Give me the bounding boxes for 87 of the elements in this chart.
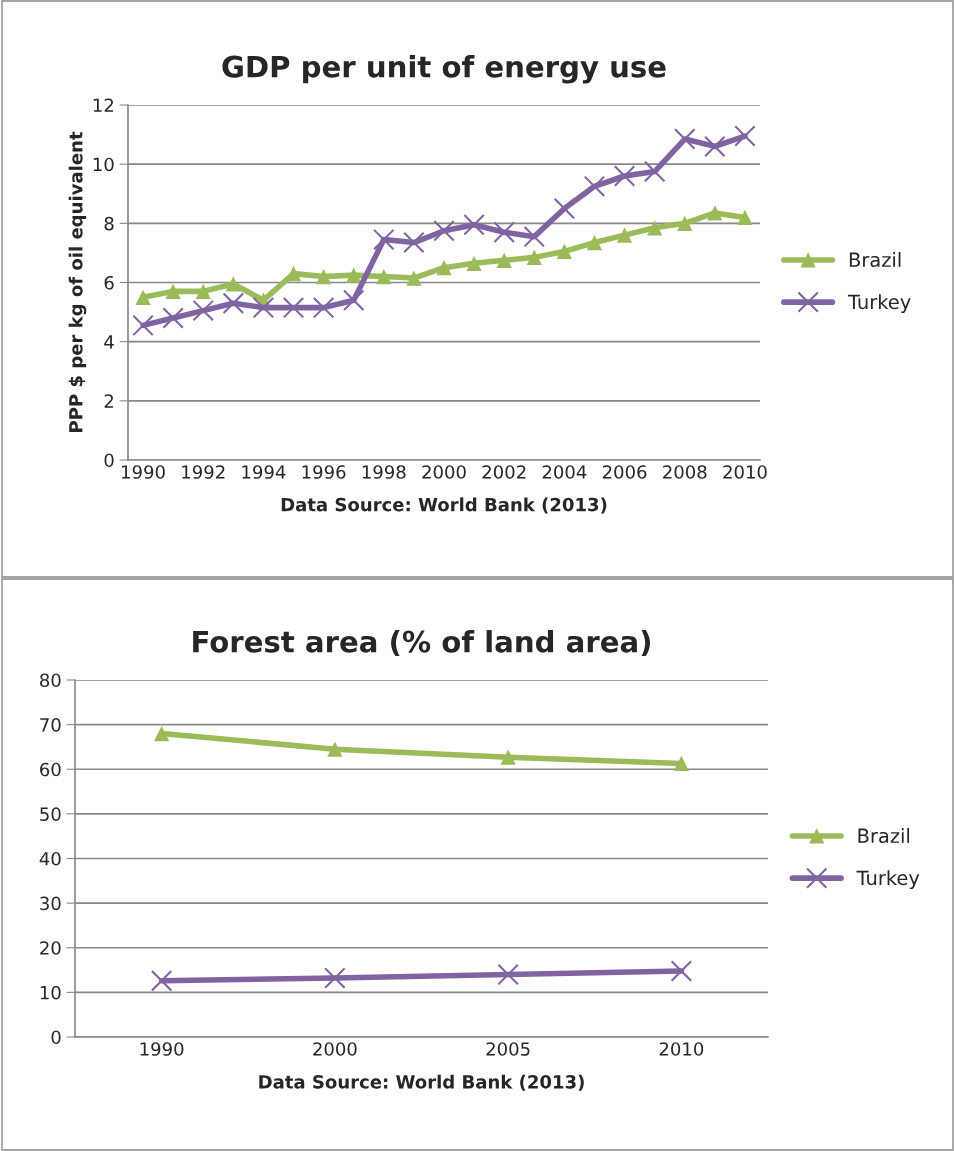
chart-title: GDP per unit of energy use bbox=[222, 55, 666, 84]
point bbox=[376, 268, 392, 285]
x-tick-label: 1998 bbox=[362, 465, 406, 479]
x-tick-label: 2005 bbox=[486, 1042, 530, 1056]
x-tick-label: 2010 bbox=[659, 1042, 704, 1056]
point bbox=[150, 970, 173, 992]
y-tick-label: 10 bbox=[40, 985, 61, 1000]
y-axis-title: PPP $ per kg of oil equivalent bbox=[68, 131, 87, 432]
legend-label: Turkey bbox=[856, 870, 920, 889]
point bbox=[643, 160, 666, 183]
x-tick-label: 2002 bbox=[482, 465, 526, 479]
y-tick-label: 20 bbox=[40, 941, 61, 955]
point bbox=[373, 228, 395, 251]
point bbox=[526, 249, 542, 265]
point bbox=[670, 960, 693, 982]
point bbox=[403, 231, 425, 254]
point bbox=[496, 252, 512, 268]
y-tick-label: 80 bbox=[40, 673, 61, 688]
point bbox=[583, 175, 606, 198]
y-tick-label: 50 bbox=[40, 807, 61, 821]
y-tick-label: 4 bbox=[104, 335, 114, 349]
point bbox=[312, 296, 335, 319]
point bbox=[327, 741, 343, 757]
point bbox=[225, 276, 241, 292]
point bbox=[616, 227, 633, 243]
y-tick-label: 10 bbox=[93, 157, 114, 172]
point bbox=[324, 967, 346, 989]
point bbox=[222, 292, 245, 314]
point bbox=[315, 268, 332, 285]
point bbox=[162, 307, 184, 329]
point bbox=[707, 205, 723, 221]
point bbox=[346, 267, 362, 283]
point bbox=[433, 219, 455, 242]
point bbox=[195, 283, 211, 300]
point bbox=[282, 296, 305, 319]
point bbox=[613, 165, 636, 187]
point bbox=[737, 209, 753, 226]
y-tick-label: 0 bbox=[51, 1030, 61, 1045]
point bbox=[647, 220, 663, 236]
point bbox=[132, 314, 154, 337]
point bbox=[192, 299, 214, 322]
point bbox=[704, 135, 726, 158]
x-tick-label: 2008 bbox=[663, 465, 707, 479]
y-tick-label: 6 bbox=[104, 275, 114, 290]
point bbox=[500, 749, 516, 765]
point bbox=[523, 225, 546, 248]
y-tick-label: 40 bbox=[39, 851, 61, 866]
y-tick-label: 70 bbox=[40, 718, 61, 732]
point bbox=[342, 289, 365, 312]
legend-label: Turkey bbox=[847, 294, 911, 313]
x-tick-label: 1994 bbox=[242, 465, 286, 479]
legend-label: Brazil bbox=[858, 828, 910, 844]
y-tick-label: 0 bbox=[104, 453, 114, 468]
point bbox=[673, 755, 690, 772]
point bbox=[493, 221, 515, 243]
point bbox=[406, 270, 422, 286]
source-note: Data Source: World Bank (2013) bbox=[281, 497, 607, 514]
x-tick-label: 1990 bbox=[140, 1042, 184, 1056]
point bbox=[252, 296, 275, 319]
point bbox=[677, 215, 693, 231]
point bbox=[436, 260, 452, 276]
y-tick-label: 2 bbox=[104, 394, 113, 408]
point bbox=[135, 289, 151, 305]
y-tick-label: 30 bbox=[40, 896, 61, 911]
y-tick-label: 60 bbox=[40, 762, 61, 777]
x-tick-label: 2000 bbox=[422, 465, 466, 479]
point bbox=[674, 128, 696, 150]
point bbox=[466, 255, 482, 271]
point bbox=[463, 214, 485, 236]
point bbox=[497, 963, 519, 986]
x-tick-label: 1992 bbox=[182, 465, 225, 479]
y-tick-label: 8 bbox=[104, 216, 114, 231]
point bbox=[734, 125, 756, 147]
x-tick-label: 2004 bbox=[542, 465, 587, 479]
chart-title: Forest area (% of land area) bbox=[193, 630, 650, 657]
x-tick-label: 1990 bbox=[122, 465, 165, 479]
x-tick-label: 2000 bbox=[313, 1042, 357, 1056]
legend-label: Brazil bbox=[849, 252, 901, 268]
point bbox=[153, 725, 170, 742]
point bbox=[556, 243, 573, 260]
x-tick-label: 2006 bbox=[602, 465, 647, 479]
source-note: Data Source: World Bank (2013) bbox=[259, 1074, 584, 1091]
point bbox=[586, 234, 603, 251]
x-tick-label: 2010 bbox=[723, 465, 767, 479]
point bbox=[165, 283, 181, 300]
y-tick-label: 12 bbox=[93, 98, 113, 112]
x-tick-label: 1996 bbox=[302, 465, 346, 479]
